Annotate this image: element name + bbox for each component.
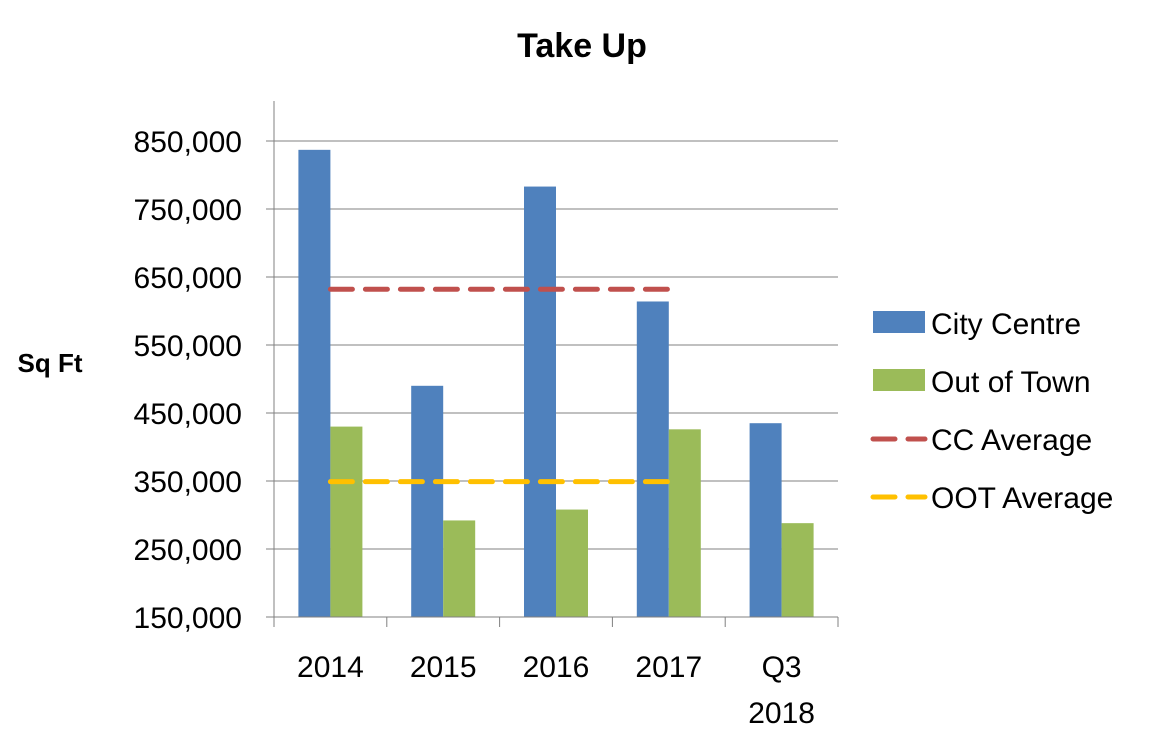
x-tick-label-line2: 2018: [748, 697, 815, 730]
out-of-town-bar: [668, 429, 701, 617]
legend-label-cc-average: CC Average: [931, 424, 1092, 457]
average-lines: [327, 286, 672, 485]
x-tick-label: 2017: [635, 651, 702, 684]
y-tick-label: 650,000: [134, 262, 242, 295]
city-centre-bar: [524, 186, 556, 617]
y-tick-label: 750,000: [134, 194, 242, 227]
out-of-town-bar: [330, 426, 363, 617]
y-tick-label: 850,000: [134, 126, 242, 159]
chart-title: Take Up: [517, 27, 647, 65]
city-centre-bar: [636, 301, 669, 617]
legend-label-out-of-town: Out of Town: [931, 366, 1091, 399]
x-tick-label: 2014: [297, 651, 364, 684]
city-centre-bar: [749, 423, 782, 617]
y-tick-label: 350,000: [134, 466, 242, 499]
legend-swatch-out-of-town: [873, 369, 925, 391]
legend-swatch-city-centre: [873, 311, 925, 333]
x-tick-label: Q3: [762, 651, 802, 684]
y-tick-label: 150,000: [134, 602, 242, 635]
city-centre-bar: [298, 149, 331, 617]
legend-label-oot-average: OOT Average: [931, 482, 1113, 515]
axes: [266, 101, 839, 627]
legend-label-city-centre: City Centre: [931, 308, 1081, 341]
tick-labels: 150,000 250,000 350,000 450,000 550,000 650,0…: [134, 126, 815, 730]
city-centre-bar: [411, 385, 444, 617]
out-of-town-bar: [556, 509, 588, 617]
x-tick-label: 2016: [523, 651, 590, 684]
y-tick-label: 550,000: [134, 330, 242, 363]
x-tick-label: 2015: [410, 651, 477, 684]
y-axis-label: Sq Ft: [18, 348, 83, 378]
out-of-town-bar: [781, 523, 814, 617]
y-tick-label: 250,000: [134, 534, 242, 567]
y-tick-label: 450,000: [134, 398, 242, 431]
out-of-town-bar: [443, 520, 476, 617]
legend: City Centre Out of Town CC Average OOT Aver…: [870, 308, 1113, 515]
bars: [298, 149, 814, 617]
